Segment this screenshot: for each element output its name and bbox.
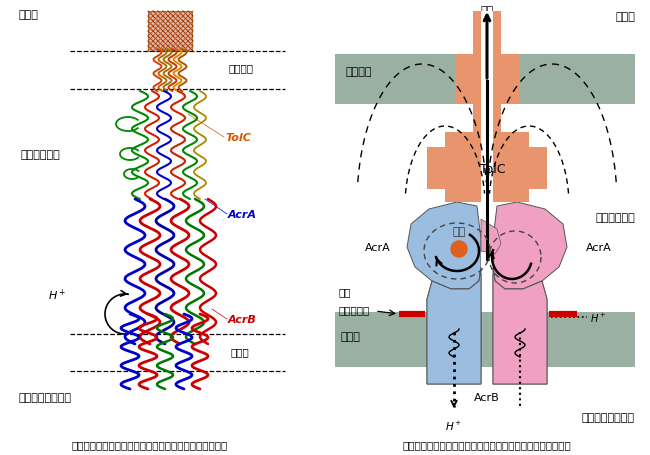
Text: 細胞外: 細胞外 <box>18 10 38 20</box>
Circle shape <box>451 242 467 258</box>
FancyBboxPatch shape <box>473 12 501 57</box>
FancyBboxPatch shape <box>455 55 519 105</box>
FancyBboxPatch shape <box>335 55 635 105</box>
Text: AcrB: AcrB <box>474 392 500 402</box>
Text: TolC: TolC <box>480 163 506 176</box>
Text: AcrB: AcrB <box>228 314 257 324</box>
FancyBboxPatch shape <box>481 205 493 274</box>
Text: 細胞膜: 細胞膜 <box>230 346 249 356</box>
Text: 薬剤排出タンパク複合体を介して排出される薬剤分子の流れ: 薬剤排出タンパク複合体を介して排出される薬剤分子の流れ <box>402 439 571 449</box>
FancyBboxPatch shape <box>481 12 493 207</box>
Polygon shape <box>427 268 481 384</box>
Text: 細胞質（細胞内）: 細胞質（細胞内） <box>18 392 71 402</box>
Text: 薬剤: 薬剤 <box>452 227 465 237</box>
Text: 薬剤: 薬剤 <box>480 6 493 16</box>
Text: 細胞膜: 細胞膜 <box>340 331 360 341</box>
Text: $H^+$: $H^+$ <box>445 419 463 432</box>
FancyBboxPatch shape <box>148 12 192 52</box>
Text: $H^+$: $H^+$ <box>48 287 66 302</box>
Text: $H^+$: $H^+$ <box>590 311 606 324</box>
Text: TolC: TolC <box>225 133 251 143</box>
Polygon shape <box>481 219 501 254</box>
FancyBboxPatch shape <box>335 312 635 367</box>
Polygon shape <box>493 268 547 384</box>
Text: AcrA: AcrA <box>228 210 257 219</box>
FancyBboxPatch shape <box>445 133 529 202</box>
FancyBboxPatch shape <box>427 148 445 190</box>
Polygon shape <box>427 268 481 384</box>
Text: ペリプラズム: ペリプラズム <box>595 212 635 222</box>
FancyBboxPatch shape <box>473 105 501 135</box>
Text: 細胞外: 細胞外 <box>615 12 635 22</box>
Text: 薬剤: 薬剤 <box>338 286 350 296</box>
Polygon shape <box>493 268 547 384</box>
Text: 細胞質（細胞内）: 細胞質（細胞内） <box>582 412 635 422</box>
Polygon shape <box>493 202 567 289</box>
Text: AcrA: AcrA <box>365 243 391 253</box>
FancyBboxPatch shape <box>529 148 547 190</box>
Polygon shape <box>407 202 481 289</box>
Text: 細胞外膜: 細胞外膜 <box>228 63 253 73</box>
Text: 細胞膜、細胞外膜を㛂く薬剤排出タンパク複合体概念図: 細胞膜、細胞外膜を㛂く薬剤排出タンパク複合体概念図 <box>72 439 228 449</box>
Text: 取り込み口: 取り込み口 <box>338 304 369 314</box>
Text: ペリプラズム: ペリプラズム <box>20 150 60 160</box>
Text: AcrA: AcrA <box>586 243 612 253</box>
Text: 細胞外膜: 細胞外膜 <box>345 67 372 77</box>
